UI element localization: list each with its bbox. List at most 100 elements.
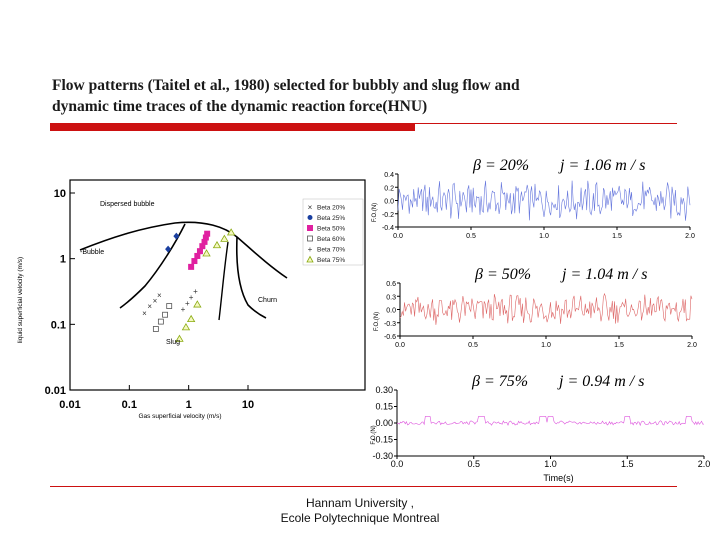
trace-title-text: β = 20% — [472, 157, 529, 174]
map-x-tick-label: 10 — [242, 399, 254, 411]
trace-signal-line — [397, 180, 691, 221]
map-point — [181, 323, 191, 331]
map-y-tick-label: 1 — [60, 254, 66, 266]
trace-x-tick-label: 2.0 — [687, 342, 697, 349]
map-point: × — [153, 297, 158, 306]
legend-swatch — [307, 225, 313, 231]
map-point: × — [157, 291, 162, 300]
legend-entry: Beta 50% — [317, 226, 345, 233]
map-point — [173, 232, 180, 240]
trace-x-tick-label: 1.5 — [612, 233, 622, 240]
map-region-labels: Dispersed bubble -Bubble Churn Slug — [80, 201, 277, 346]
map-point: × — [147, 302, 152, 311]
footer-line-1: Hannam University , — [305, 496, 415, 510]
footer: Hannam University , Ecole Polytechnique … — [240, 496, 480, 526]
map-point — [204, 230, 211, 237]
trace-y-tick-label: 0.6 — [386, 281, 396, 288]
trace-x-tick-label: 0.0 — [393, 233, 403, 240]
region-churn: Churn — [258, 297, 277, 304]
map-y-tick-label: 10 — [54, 188, 66, 200]
legend-entry: Beta 20% — [317, 205, 345, 212]
trace-annotation: j = 1.06 m / s — [558, 157, 645, 174]
trace-x-tick-label: 0.0 — [395, 342, 405, 349]
legend-entry: Beta 60% — [317, 236, 345, 243]
map-point: + — [193, 287, 198, 296]
map-point — [166, 303, 173, 309]
trace-beta-75: 0.0 0.5 1.0 1.5 2.0 0.30 0.15 0.00 -0.15 -0.30 F.O… — [371, 373, 710, 483]
trace-title: β = 50% j = 1.04 m / s — [474, 266, 647, 283]
trace-y-tick-label: 0.3 — [386, 294, 396, 301]
trace-annotation: j = 0.94 m / s — [557, 373, 644, 390]
title-rule — [415, 123, 677, 124]
trace-y-tick-label: -0.15 — [372, 435, 393, 445]
map-y-tick-label: 0.1 — [51, 319, 66, 331]
map-point — [157, 318, 164, 325]
boundary-dispersed-bubble — [79, 221, 288, 279]
map-point: × — [142, 309, 147, 318]
map-point — [162, 311, 168, 318]
map-point: + — [181, 305, 186, 314]
map-transition-boundaries — [79, 221, 288, 321]
trace-x-tick-label: 1.0 — [539, 233, 549, 240]
boundary-bubble-slug — [119, 223, 186, 309]
legend-swatch — [307, 215, 313, 220]
trace-y-tick-label: 0.0 — [386, 308, 396, 315]
map-point: + — [185, 299, 190, 308]
trace-title-text: β = 50% — [474, 266, 531, 283]
trace-title: β = 75% j = 0.94 m / s — [471, 373, 644, 390]
map-x-tick-label: 0.1 — [122, 399, 137, 411]
map-point — [220, 234, 229, 242]
map-legend: × Beta 20% Beta 25% Beta 50% Beta 60% + Beta 7… — [302, 198, 364, 266]
trace-x-tick-label: 1.0 — [544, 459, 557, 469]
trace-y-tick-label: 0.2 — [384, 185, 394, 192]
legend-entry: Beta 25% — [317, 215, 345, 222]
region-slug: Slug — [166, 339, 180, 346]
trace-y-axis-label: F.O.(N) — [374, 312, 380, 331]
legend-entry: Beta 75% — [317, 257, 345, 264]
map-point — [201, 238, 208, 245]
map-x-axis-label: Gas superficial velocity (m/s) — [138, 413, 221, 420]
trace-y-tick-label: -0.3 — [384, 321, 396, 328]
map-data-points: ××××++++ — [142, 228, 236, 342]
map-point — [199, 243, 206, 250]
boundary-churn — [218, 241, 229, 321]
map-point — [152, 326, 159, 332]
map-point — [165, 245, 172, 253]
trace-x-tick-label: 2.0 — [698, 459, 711, 469]
trace-x-tick-label: 1.5 — [621, 459, 634, 469]
trace-y-tick-label: 0.4 — [384, 172, 394, 179]
region-bubble: -Bubble — [80, 249, 104, 256]
trace-y-tick-label: 0.00 — [375, 418, 393, 428]
trace-y-tick-label: -0.6 — [384, 334, 396, 341]
legend-swatch: × — [308, 203, 313, 212]
trace-y-tick-label: -0.30 — [372, 451, 393, 461]
boundary-slug-churn — [235, 236, 267, 319]
trace-y-tick-label: 0.0 — [384, 199, 394, 206]
legend-swatch — [307, 235, 313, 242]
footer-rule — [50, 486, 677, 487]
map-x-tick-label: 1 — [186, 399, 192, 411]
trace-x-tick-label: 0.5 — [467, 459, 480, 469]
trace-title-text: β = 75% — [471, 373, 528, 390]
legend-entry: Beta 70% — [317, 247, 345, 254]
map-point — [202, 234, 209, 241]
slide-title-line-2: dynamic time traces of the dynamic react… — [52, 98, 428, 115]
map-x-tick-label: 0.01 — [59, 399, 80, 411]
map-point — [186, 314, 196, 323]
map-point — [191, 258, 198, 265]
title-accent-bar — [50, 123, 415, 131]
legend-frame — [302, 198, 364, 266]
map-y-tick-label: 0.01 — [45, 385, 66, 397]
map-point — [212, 240, 222, 249]
trace-x-tick-label: 0.5 — [466, 233, 476, 240]
map-point — [194, 252, 201, 259]
trace-y-tick-label: -0.2 — [382, 212, 394, 219]
trace-beta-50: 0.0 0.5 1.0 1.5 2.0 0.6 0.3 0.0 -0.3 -0.6 F.O.(N) β… — [374, 266, 697, 349]
trace-annotation: j = 1.04 m / s — [560, 266, 647, 283]
slide-title-line-1: Flow patterns (Taitel et al., 1980) sele… — [52, 77, 520, 94]
slide-title: Flow patterns (Taitel et al., 1980) sele… — [52, 75, 672, 117]
trace-beta-20: 0.0 0.5 1.0 1.5 2.0 0.4 0.2 0.0 -0.2 -0.4 F.O.(N) β… — [372, 157, 695, 240]
trace-title: β = 20% j = 1.06 m / s — [472, 157, 645, 174]
trace-y-axis-label: F.O.(N) — [372, 203, 378, 222]
map-point — [175, 334, 184, 342]
